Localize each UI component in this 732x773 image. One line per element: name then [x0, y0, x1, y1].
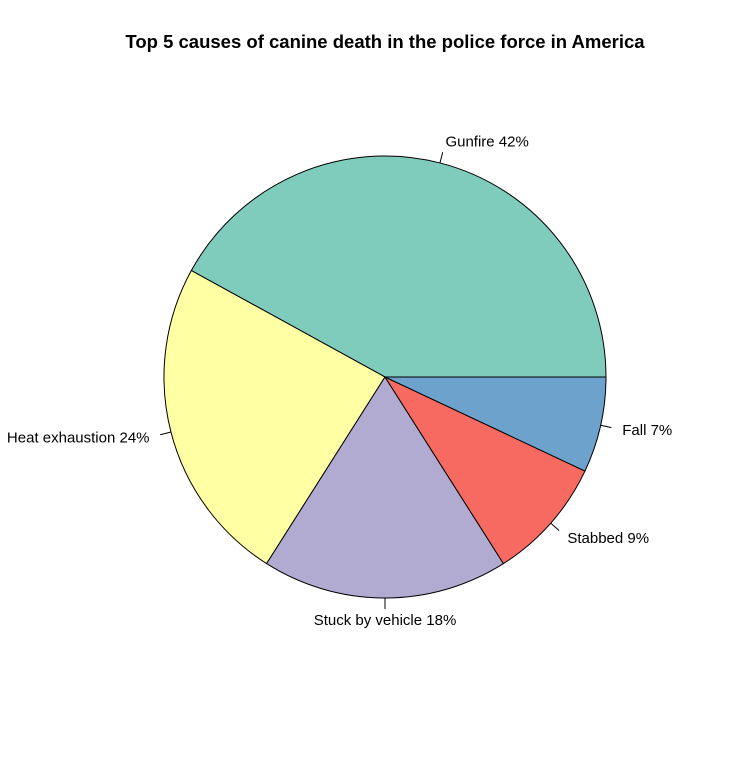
pie-slice-2 [163, 269, 386, 565]
label-ticks [160, 152, 612, 610]
label-tick-2 [160, 431, 172, 436]
chart-title: Top 5 causes of canine death in the poli… [125, 31, 645, 52]
slice-label-1: Gunfire 42% [445, 134, 528, 151]
slice-label-3: Stuck by vehicle 18% [314, 612, 457, 629]
label-tick-5 [600, 424, 612, 429]
label-tick-1 [439, 152, 444, 164]
label-tick-4 [550, 522, 560, 531]
slice-label-4: Stabbed 9% [567, 530, 649, 547]
pie-slice-3 [265, 376, 505, 599]
pie-slices [163, 155, 607, 599]
slice-label-2: Heat exhaustion 24% [7, 429, 150, 446]
pie-slice-4 [383, 375, 586, 565]
slice-labels: Gunfire 42% Heat exhaustion 24% Stuck by v… [7, 134, 672, 630]
slice-label-5: Fall 7% [622, 422, 672, 439]
